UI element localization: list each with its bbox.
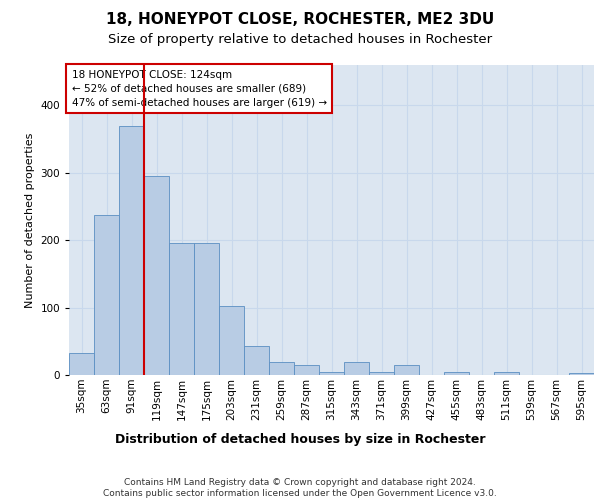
Bar	[119, 126, 144, 375]
Bar	[144, 176, 169, 375]
Bar	[169, 243, 194, 375]
Bar	[494, 372, 519, 375]
Bar	[319, 372, 344, 375]
Text: Size of property relative to detached houses in Rochester: Size of property relative to detached ho…	[108, 32, 492, 46]
Text: 18 HONEYPOT CLOSE: 124sqm
← 52% of detached houses are smaller (689)
47% of semi: 18 HONEYPOT CLOSE: 124sqm ← 52% of detac…	[71, 70, 327, 108]
Bar	[94, 216, 119, 375]
Bar	[369, 372, 394, 375]
Y-axis label: Number of detached properties: Number of detached properties	[25, 132, 35, 308]
Text: Distribution of detached houses by size in Rochester: Distribution of detached houses by size …	[115, 432, 485, 446]
Bar	[294, 365, 319, 375]
Bar	[344, 362, 369, 375]
Bar	[444, 372, 469, 375]
Bar	[219, 306, 244, 375]
Text: 18, HONEYPOT CLOSE, ROCHESTER, ME2 3DU: 18, HONEYPOT CLOSE, ROCHESTER, ME2 3DU	[106, 12, 494, 28]
Text: Contains HM Land Registry data © Crown copyright and database right 2024.
Contai: Contains HM Land Registry data © Crown c…	[103, 478, 497, 498]
Bar	[394, 365, 419, 375]
Bar	[194, 243, 219, 375]
Bar	[269, 362, 294, 375]
Bar	[244, 346, 269, 375]
Bar	[569, 373, 594, 375]
Bar	[69, 353, 94, 375]
